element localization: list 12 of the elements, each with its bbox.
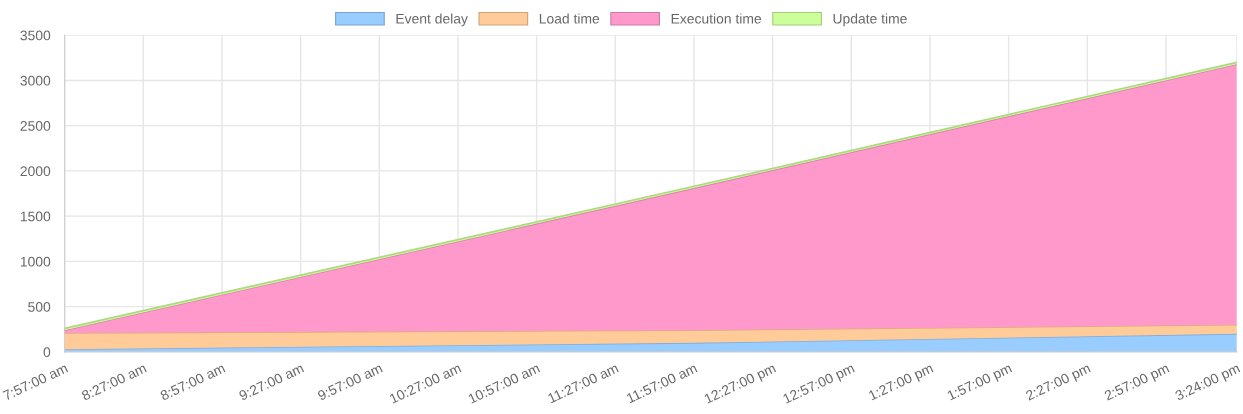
legend-label: Load time <box>539 13 600 24</box>
y-tick-label: 1000 <box>20 256 51 267</box>
y-tick-label: 2000 <box>20 166 51 177</box>
y-tick-label: 0 <box>43 347 51 358</box>
y-tick-label: 3500 <box>20 30 51 41</box>
y-tick-label: 2500 <box>20 121 51 131</box>
y-tick-label: 1500 <box>20 211 51 222</box>
y-tick-label: 500 <box>28 301 51 312</box>
y-tick-label: 3000 <box>20 75 51 86</box>
legend-label: Execution time <box>671 13 762 24</box>
legend-label: Event delay <box>396 13 468 27</box>
legend-label: Update time <box>833 13 907 27</box>
